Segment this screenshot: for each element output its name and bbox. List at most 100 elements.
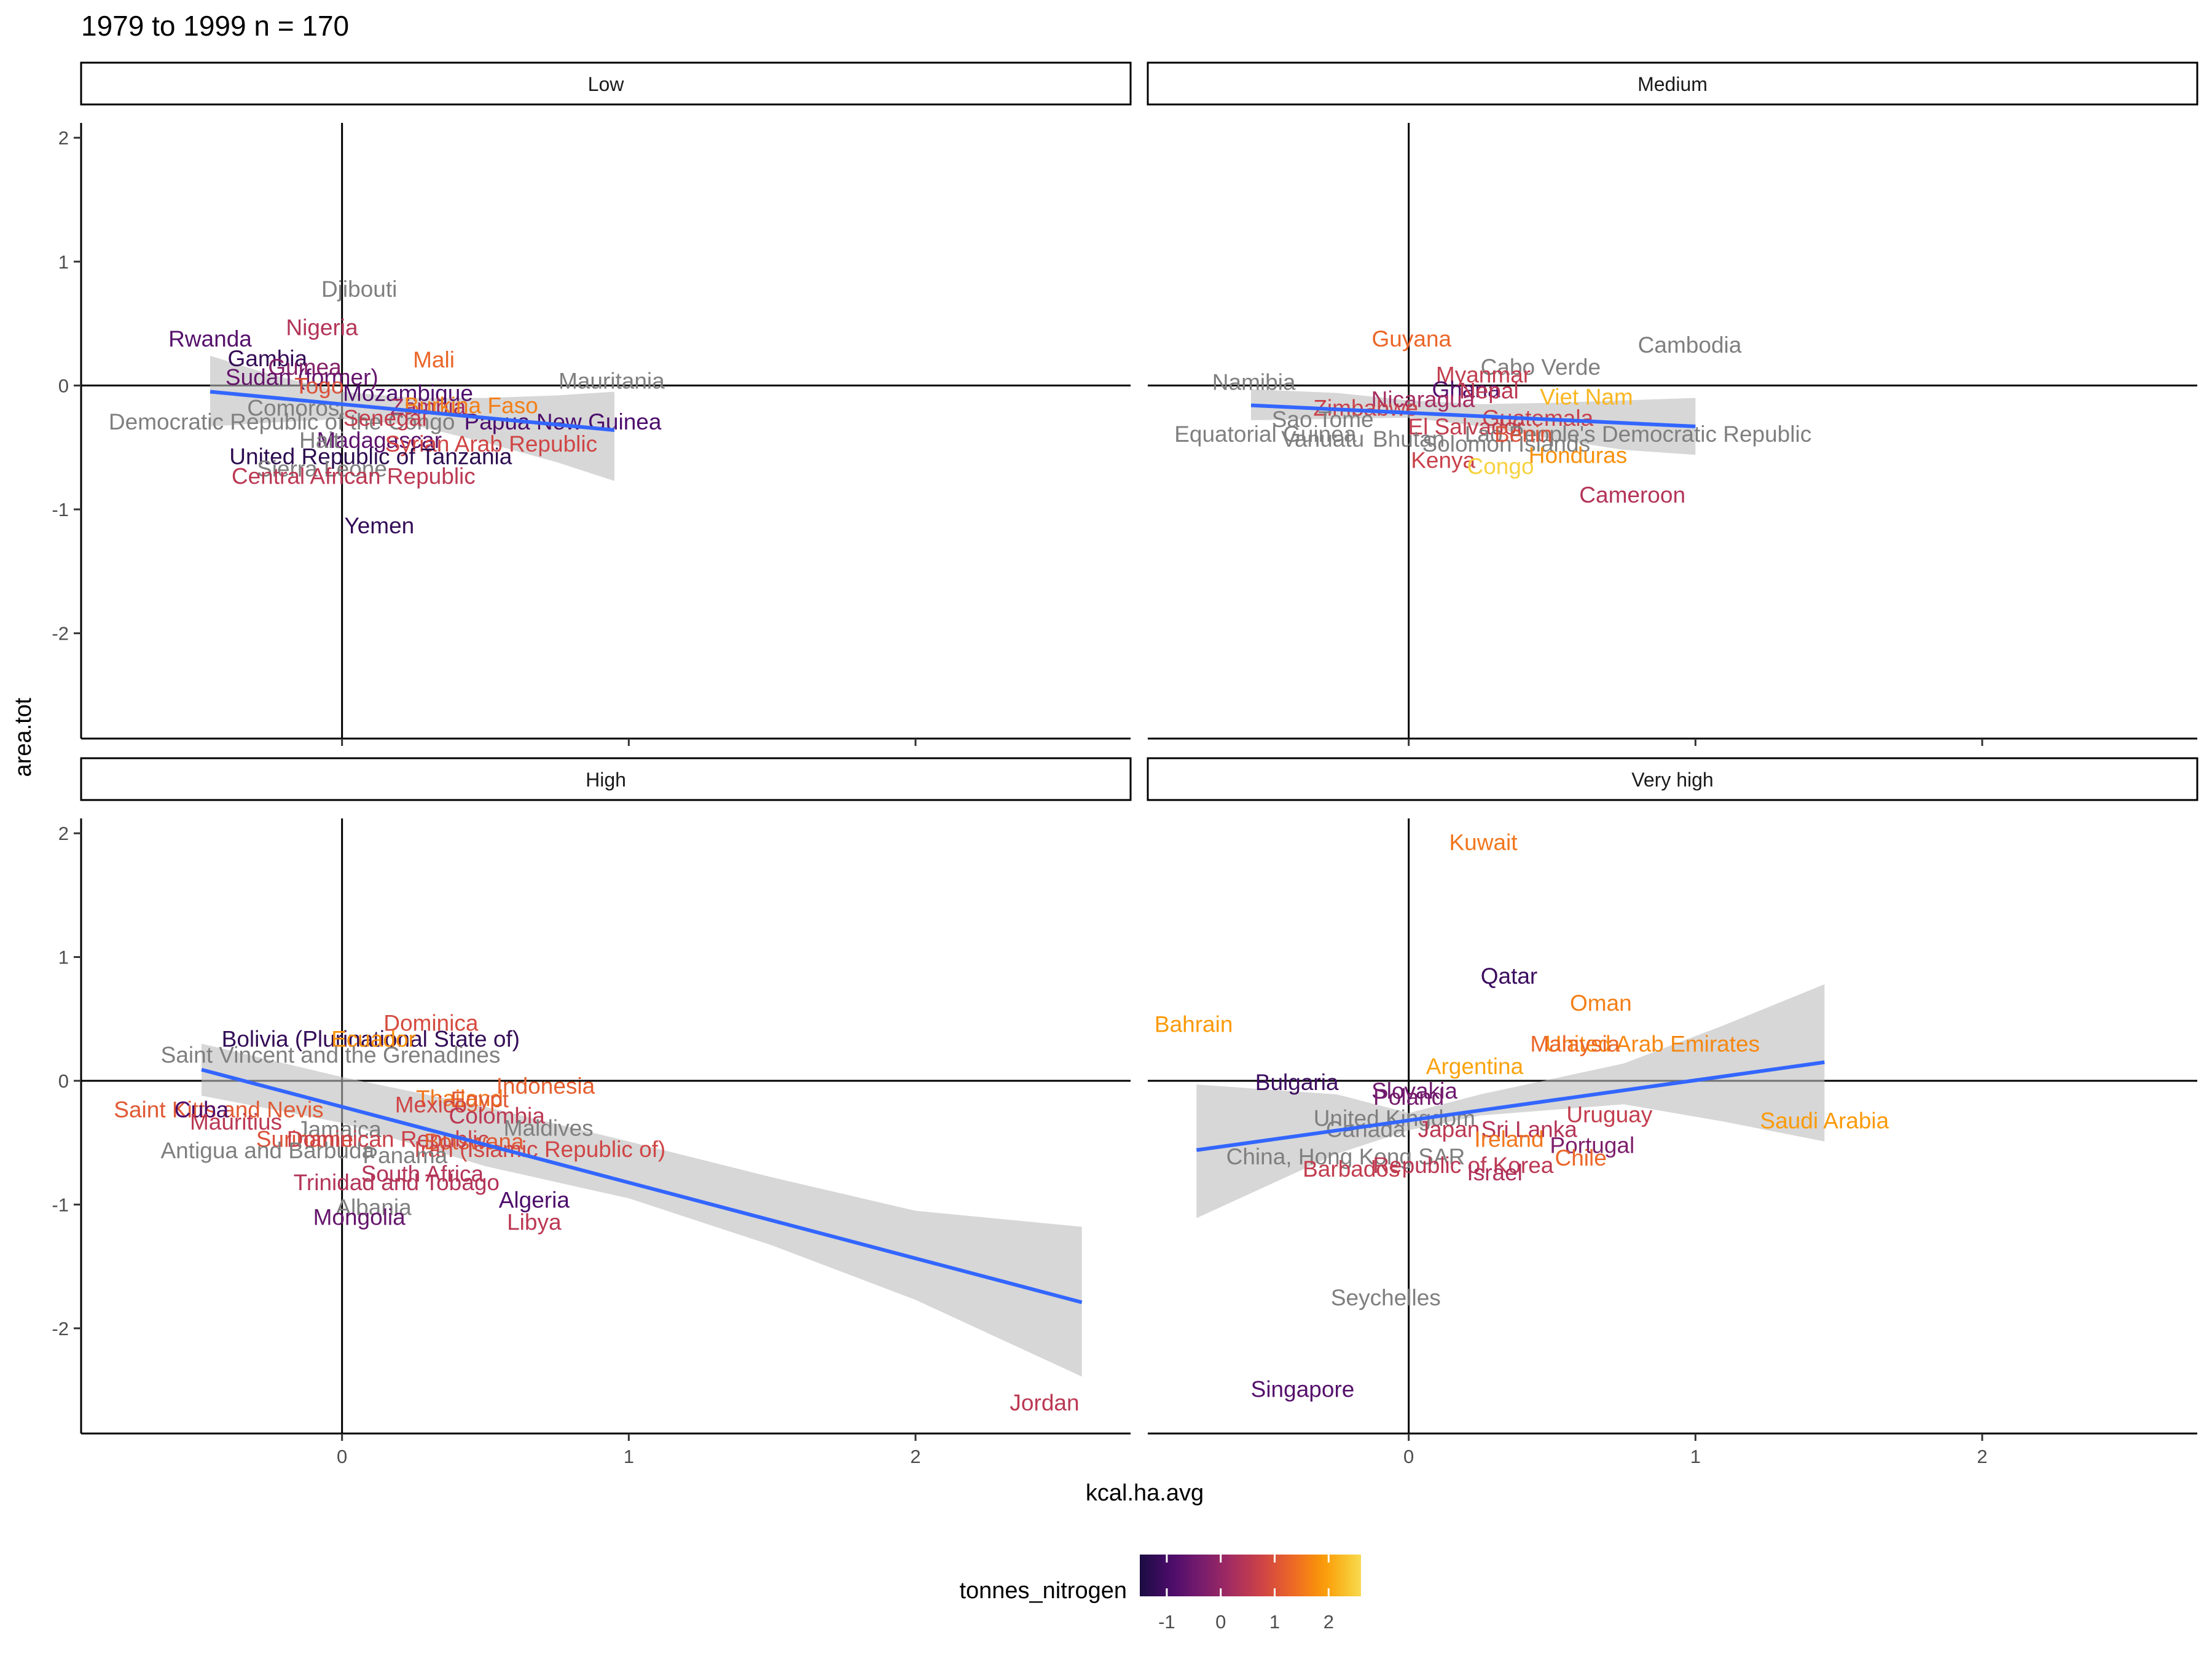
legend-tick-label: 0: [1215, 1611, 1226, 1633]
point-label: Nicaragua: [1371, 387, 1475, 412]
point-label: Namibia: [1212, 369, 1296, 394]
colorbar: [1140, 1555, 1361, 1596]
point-label: Kuwait: [1449, 830, 1518, 855]
x-tick-label: 2: [910, 1446, 920, 1467]
y-tick-label: -1: [52, 1194, 69, 1215]
point-label: Yemen: [344, 513, 414, 538]
x-tick-label: 0: [337, 1446, 347, 1467]
point-label: Sri Lanka: [1481, 1117, 1578, 1142]
strip-low: [80, 61, 1132, 106]
strip-very-high: [1147, 757, 2198, 801]
point-label: Saint Kitts and Nevis: [114, 1097, 323, 1122]
point-label: Jamaica: [297, 1117, 382, 1142]
point-label: Sudan (former): [226, 364, 378, 390]
point-label: Congo: [1467, 453, 1534, 479]
point-label: Saint Vincent and the Grenadines: [161, 1043, 501, 1068]
point-label: Dominican Republic: [287, 1127, 489, 1152]
point-label: Israel: [1467, 1160, 1522, 1185]
point-label: Solomon Islands: [1422, 431, 1591, 457]
point-label: Mauritius: [190, 1109, 282, 1134]
point-label: Sierra Leone: [257, 456, 387, 481]
point-label: United Arab Emirates: [1545, 1032, 1760, 1057]
point-label: Saudi Arabia: [1760, 1108, 1889, 1133]
point-label: Viet Nam: [1540, 385, 1633, 410]
legend-ticks: -1 0 1 2: [1158, 1555, 1334, 1633]
point-label: Trinidad and Tobago: [294, 1170, 500, 1195]
chart-title: 1979 to 1999 n = 170: [81, 10, 349, 42]
point-label: Slovakia: [1371, 1078, 1457, 1104]
point-label: Rwanda: [168, 326, 252, 351]
y-tick-label: 1: [58, 947, 69, 968]
y-tick-label: 2: [58, 127, 69, 149]
facet-panels: Low -2 -1 0 1 2 Djibouti Nigeria Rwanda Mali Gambi…: [52, 61, 2198, 1467]
point-label: Barbados: [1303, 1156, 1400, 1182]
x-axis-label: kcal.ha.avg: [1086, 1480, 1204, 1506]
point-label: Qatar: [1481, 963, 1538, 989]
trend-line: [1196, 1060, 1825, 1152]
point-label: Mozambique: [343, 381, 473, 406]
point-label: Colombia: [449, 1103, 546, 1128]
point-label: Equatorial Guinea: [1174, 422, 1357, 447]
x-tick-label: 2: [1977, 1446, 1987, 1467]
point-label: Kenya: [1411, 447, 1475, 473]
point-label: Nepal: [1459, 378, 1519, 403]
point-label: Syrian Arab Republic: [385, 431, 598, 457]
point-label: Ghana: [1432, 377, 1500, 402]
strip-label: High: [586, 769, 626, 791]
point-label: Togo: [294, 373, 343, 398]
point-label: Thailand: [416, 1086, 503, 1111]
point-label: Suriname: [256, 1127, 353, 1152]
y-tick-label: 0: [58, 375, 69, 396]
point-label: Panama: [363, 1143, 447, 1168]
point-label: Lao People's Democratic Republic: [1465, 422, 1811, 447]
point-label: Cambodia: [1638, 332, 1742, 358]
color-legend: tonnes_nitrogen -1 0 1 2: [959, 1555, 1361, 1633]
point-label: China, Hong Kong SAR: [1226, 1144, 1465, 1169]
y-tick-label: -1: [52, 499, 69, 520]
y-axis-label: area.tot: [10, 697, 36, 777]
point-label: Egypt: [450, 1087, 509, 1112]
point-label: Jordan: [1010, 1390, 1079, 1416]
y-tick-label: 2: [58, 823, 69, 844]
strip-label: Very high: [1631, 769, 1713, 791]
point-label: Papua New Guinea: [465, 409, 662, 434]
trend-line: [1250, 403, 1696, 428]
point-label: Democratic Republic of the Congo: [109, 409, 455, 434]
legend-tick-label: 2: [1324, 1611, 1334, 1633]
point-label: Cabo Verde: [1481, 355, 1601, 380]
point-label: Djibouti: [321, 276, 397, 302]
point-label: Indonesia: [496, 1073, 595, 1099]
point-label: Honduras: [1529, 442, 1627, 468]
y-tick-label: 1: [58, 251, 69, 273]
point-label: Ecuador: [331, 1027, 416, 1052]
point-label: Malaysia: [1530, 1032, 1620, 1057]
point-label: Mexico: [395, 1092, 467, 1117]
confidence-band: [210, 356, 614, 481]
point-label: Guinea: [268, 355, 342, 380]
point-label: Bhutan: [1373, 426, 1445, 452]
point-label: United Kingdom: [1314, 1105, 1475, 1131]
point-label: Benin: [1494, 422, 1553, 447]
point-label: Nigeria: [286, 315, 358, 340]
facet-low: Low -2 -1 0 1 2 Djibouti Nigeria Rwanda Mali Gambi…: [52, 61, 1132, 746]
x-tick-label: 0: [1403, 1446, 1414, 1467]
point-label: Vanuatu: [1281, 426, 1364, 452]
point-label: Cuba: [175, 1097, 229, 1122]
trend-line: [201, 1067, 1083, 1304]
point-label: Chile: [1555, 1145, 1607, 1171]
point-label: Bulgaria: [1255, 1070, 1339, 1095]
point-label: Seychelles: [1331, 1285, 1441, 1310]
point-label: Mauritania: [559, 368, 665, 393]
point-label: Guyana: [1372, 326, 1452, 351]
facet-very-high: Very high 0 1 2 Kuwait Qatar Oman Bahrain United…: [1147, 757, 2198, 1467]
point-label: Antigua and Barbuda: [160, 1138, 374, 1163]
strip-high: [80, 757, 1132, 801]
legend-title: tonnes_nitrogen: [959, 1578, 1127, 1604]
point-label: Madagascar: [317, 428, 442, 453]
point-label: Singapore: [1251, 1376, 1355, 1402]
point-label: Mongolia: [313, 1205, 406, 1230]
x-tick-label: 1: [1690, 1446, 1701, 1467]
